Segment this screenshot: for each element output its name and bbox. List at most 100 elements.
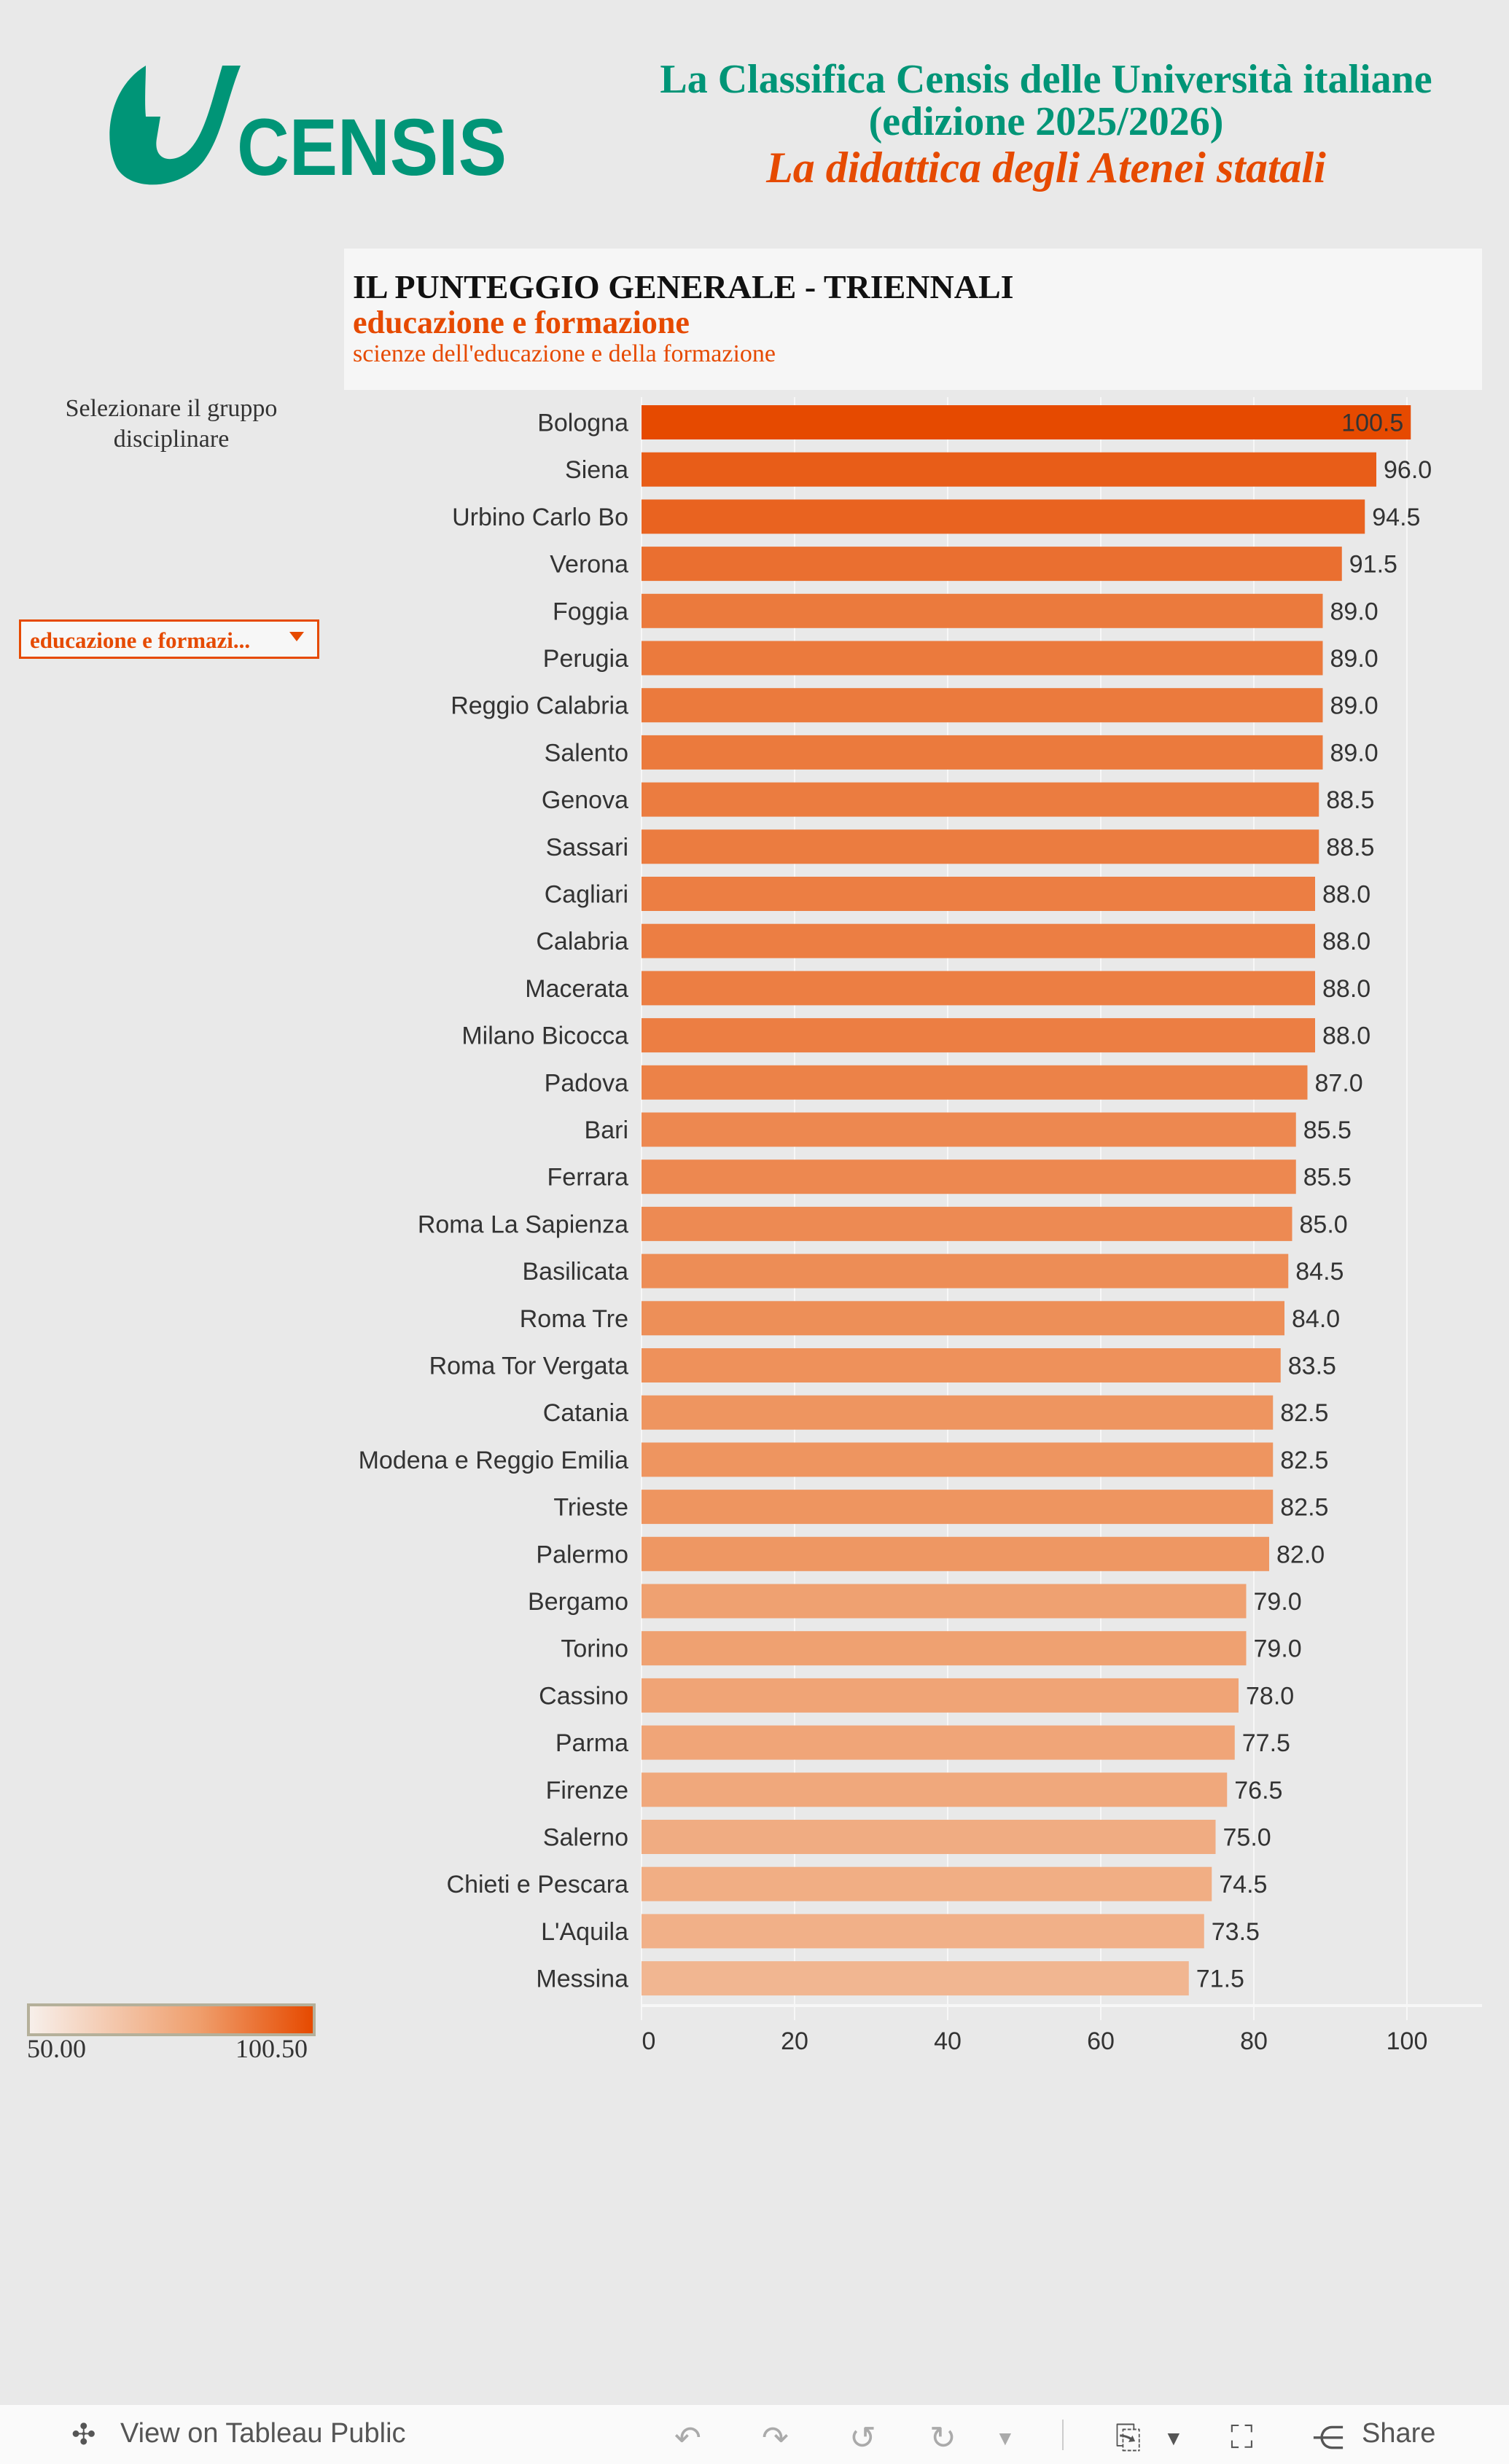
bar [642,1395,1274,1430]
edition-title: (edizione 2025/2026) [868,99,1224,144]
bar [642,1772,1228,1807]
view-on-tableau-link[interactable]: View on Tableau Public [120,2418,406,2449]
category-label: Trieste [553,1494,628,1522]
category-label: Foggia [553,598,628,625]
group-dropdown[interactable]: educazione e formazi... [19,619,319,659]
bar [642,499,1365,534]
divider [1062,2420,1064,2450]
undo-icon[interactable]: ↶ [674,2420,701,2456]
share-button[interactable]: Share [1362,2418,1436,2449]
value-label: 96.0 [1384,456,1432,484]
bar [642,1961,1189,1996]
bar [642,1348,1281,1382]
category-label: Verona [550,551,628,579]
value-label: 88.0 [1322,1022,1370,1050]
bar [642,1301,1284,1336]
value-label: 88.0 [1322,975,1370,1003]
tableau-toolbar: ✣ View on Tableau Public ↶ ↷ ↺ ↻ ▼ ⎘ ▼ ⛶… [0,2405,1509,2464]
bar [642,1536,1269,1571]
value-label: 89.0 [1330,692,1379,720]
value-label: 89.0 [1330,598,1379,625]
bar [642,971,1315,1006]
category-label: Ferrara [547,1164,629,1192]
category-label: Firenze [546,1777,628,1804]
bar [642,923,1315,958]
category-label: Bergamo [528,1588,628,1616]
category-label: Torino [561,1635,628,1663]
bar [642,452,1376,487]
svg-text:CENSIS: CENSIS [237,103,507,189]
chevron-down-icon[interactable]: ▼ [1163,2427,1184,2449]
value-label: 88.5 [1326,834,1374,861]
fullscreen-icon[interactable]: ⛶ [1231,2420,1253,2455]
legend-max: 100.50 [235,2034,308,2063]
value-label: 82.5 [1280,1447,1328,1474]
category-label: Roma La Sapienza [418,1211,628,1238]
bar [642,1584,1247,1619]
bar [642,1159,1296,1194]
category-label: Parma [555,1729,628,1757]
x-tick-label: 80 [1240,2027,1268,2055]
value-label: 88.5 [1326,786,1374,814]
revert-icon[interactable]: ↺ [849,2420,876,2456]
value-label: 79.0 [1254,1635,1302,1663]
bar [642,1725,1235,1760]
bar [642,1018,1315,1053]
value-label: 88.0 [1322,881,1370,909]
value-label: 91.5 [1349,551,1397,579]
bar [642,782,1319,817]
category-label: Palermo [536,1541,628,1568]
download-icon[interactable]: ⎘ [1115,2420,1142,2455]
category-label: Roma Tor Vergata [429,1353,629,1380]
value-label: 85.5 [1303,1116,1352,1144]
filter-label: Selezionare il gruppo disciplinare [65,395,278,453]
bar [642,829,1319,864]
value-label: 89.0 [1330,739,1379,767]
chart-header: IL PUNTEGGIO GENERALE - TRIENNALI educaz… [344,249,1482,390]
value-label: 74.5 [1219,1871,1267,1898]
bar [642,1914,1204,1949]
category-label: Siena [565,456,628,484]
bar [642,1065,1308,1100]
category-label: Sassari [546,834,628,861]
refresh-icon[interactable]: ↻ [929,2420,956,2456]
category-label: Genova [542,786,628,814]
category-label: Chieti e Pescara [447,1871,629,1898]
tableau-logo-icon: ✣ [71,2419,96,2451]
x-tick-label: 0 [642,2027,656,2055]
main-title: La Classifica Censis delle Università it… [660,57,1432,102]
value-label: 82.5 [1280,1494,1328,1522]
value-label: 71.5 [1196,1966,1244,1993]
bar [642,735,1323,770]
x-tick-label: 40 [934,2027,962,2055]
bar [642,1866,1212,1901]
value-label: 85.5 [1303,1164,1352,1192]
category-label: Padova [545,1069,628,1097]
subtitle: La didattica degli Atenei statali [766,144,1326,192]
chevron-down-icon[interactable]: ▼ [995,2427,1015,2449]
bar [642,405,1411,439]
share-icon[interactable]: ⋲ [1312,2420,1344,2456]
bar [642,547,1342,582]
value-label: 77.5 [1242,1729,1290,1757]
value-label: 75.0 [1223,1824,1271,1852]
bar [642,1631,1247,1666]
category-label: Bologna [537,410,628,437]
category-label: Perugia [543,645,628,673]
category-label: L'Aquila [541,1918,628,1946]
chevron-down-icon [289,632,304,641]
category-label: Calabria [536,928,628,955]
category-label: Messina [536,1966,628,1993]
class-title: scienze dell'educazione e della formazio… [353,340,776,367]
value-label: 76.5 [1234,1777,1282,1804]
bar [642,593,1323,628]
bar [642,688,1323,723]
bar [642,1206,1292,1241]
category-label: Salerno [543,1824,628,1852]
legend-min: 50.00 [27,2034,86,2063]
category-label: Basilicata [522,1258,628,1286]
redo-icon[interactable]: ↷ [762,2420,789,2456]
category-label: Roma Tre [520,1305,628,1333]
x-tick-label: 60 [1087,2027,1115,2055]
value-label: 89.0 [1330,645,1379,673]
